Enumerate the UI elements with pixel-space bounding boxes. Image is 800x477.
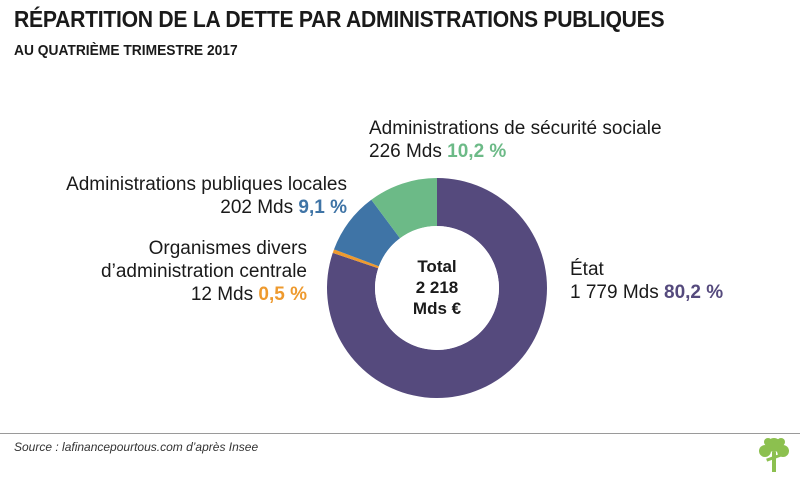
footer-divider bbox=[0, 433, 800, 434]
donut-center-total: Total 2 218 Mds € bbox=[377, 256, 497, 319]
label-etat-name: État bbox=[570, 259, 604, 280]
donut-chart bbox=[327, 178, 547, 398]
label-etat-amount: 1 779 Mds bbox=[570, 282, 659, 303]
chart-title: RÉPARTITION DE LA DETTE PAR ADMINISTRATI… bbox=[14, 6, 665, 32]
label-locales-percent: 9,1 % bbox=[298, 197, 347, 218]
label-odac-values: 12 Mds 0,5 % bbox=[20, 283, 307, 306]
center-total-label: Total bbox=[417, 257, 457, 276]
label-locales-name: Administrations publiques locales bbox=[66, 174, 347, 195]
label-etat: État 1 779 Mds 80,2 % bbox=[570, 258, 723, 304]
label-securite-sociale: Administrations de sécurité sociale 226 … bbox=[369, 117, 662, 163]
label-securite-sociale-percent: 10,2 % bbox=[447, 141, 507, 162]
slice-asso bbox=[371, 178, 437, 239]
label-odac-name-line1: Organismes divers bbox=[148, 238, 307, 259]
chart-subtitle: AU QUATRIÈME TRIMESTRE 2017 bbox=[14, 42, 238, 59]
label-odac-amount: 12 Mds bbox=[190, 284, 254, 305]
label-locales-amount: 202 Mds bbox=[220, 197, 294, 218]
label-odac-name-line2: d’administration centrale bbox=[101, 261, 307, 282]
label-odac-percent: 0,5 % bbox=[258, 284, 307, 305]
slice-apul bbox=[334, 199, 400, 267]
label-locales: Administrations publiques locales 202 Md… bbox=[20, 173, 347, 219]
label-locales-values: 202 Mds 9,1 % bbox=[20, 196, 347, 219]
label-etat-percent: 80,2 % bbox=[664, 282, 724, 303]
label-securite-sociale-amount: 226 Mds bbox=[369, 141, 442, 162]
slice-etat bbox=[327, 178, 547, 398]
source-note: Source : lafinancepourtous.com d’après I… bbox=[14, 440, 259, 454]
label-securite-sociale-name: Administrations de sécurité sociale bbox=[369, 118, 662, 139]
center-total-unit: Mds € bbox=[412, 299, 462, 318]
label-securite-sociale-values: 226 Mds 10,2 % bbox=[369, 140, 662, 163]
donut-hole bbox=[375, 226, 499, 350]
label-etat-values: 1 779 Mds 80,2 % bbox=[570, 281, 723, 304]
slice-odac bbox=[332, 249, 379, 269]
center-total-value: 2 218 bbox=[415, 278, 459, 297]
label-odac: Organismes divers d’administration centr… bbox=[20, 237, 307, 306]
tree-logo-icon bbox=[759, 438, 789, 472]
